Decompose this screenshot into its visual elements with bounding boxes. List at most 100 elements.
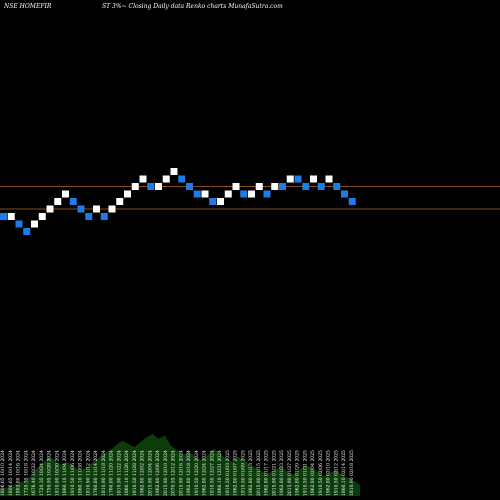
renko-brick-up: [255, 183, 263, 190]
x-tick-label: 1860.10 02/14 2025: [341, 450, 347, 496]
x-tick-label: 1962.80 12/18 2024: [186, 450, 192, 496]
x-tick-label: 1910.50 12/20 2024: [194, 450, 200, 496]
renko-brick-down: [317, 183, 325, 190]
x-tick-label: 1962.80 02/04 2025: [310, 450, 316, 496]
renko-brick-down: [348, 198, 356, 205]
renko-brick-up: [325, 175, 333, 183]
renko-brick-up: [155, 183, 162, 190]
chart-header-right: ST 3%~ Closing Daily data Renko charts M…: [102, 3, 283, 10]
renko-brick-up: [217, 198, 224, 205]
x-tick-label: 1962.80 01/07 2025: [233, 450, 239, 496]
renko-brick-down: [263, 190, 271, 198]
x-tick-label: 1962.80 01/23 2025: [279, 450, 285, 496]
renko-brick-down: [341, 190, 348, 198]
x-tick-label: 1676.40 10/22 2024: [31, 450, 37, 496]
x-tick-labels: 1806.65 10/10 2024 1806.65 10/14 2024 1802…: [0, 450, 355, 496]
x-tick-label: 1962.80 01/13 2025: [248, 450, 254, 496]
x-tick-label: 2070.55 12/12 2024: [171, 450, 177, 496]
renko-brick-down: [186, 183, 193, 190]
x-tick-label: 1962.80 12/24 2024: [202, 450, 208, 496]
x-tick-label: 1806.65 10/14 2024: [8, 450, 14, 496]
x-tick-label: 1860.10 11/08 2024: [78, 450, 84, 496]
x-tick-label: 1759.95 10/28 2024: [47, 450, 53, 496]
x-tick-label: 2015.90 12/10 2024: [163, 450, 169, 496]
renko-brick-down: [294, 175, 302, 183]
renko-brick-up: [7, 213, 15, 220]
x-tick-label: 1860.10 12/31 2024: [217, 450, 223, 496]
renko-brick-up: [108, 205, 116, 213]
x-tick-label: 1962.80 12/02 2024: [140, 450, 146, 496]
x-tick-label: 2015.90 01/21 2025: [271, 450, 277, 496]
renko-brick-down: [193, 190, 201, 198]
renko-brick-down: [85, 213, 93, 220]
renko-brick-up: [124, 190, 131, 198]
renko-brick-down: [100, 213, 108, 220]
renko-brick-down: [77, 205, 85, 213]
renko-brick-down: [279, 183, 286, 190]
x-tick-label: 1760.80 11/20 2024: [109, 450, 115, 496]
x-tick-label: 1910.50 11/06 2024: [70, 450, 76, 496]
x-tick-label: 1910.50 02/06 2025: [318, 450, 324, 496]
renko-brick-up: [232, 183, 240, 190]
renko-brick-up: [131, 183, 139, 190]
x-tick-label: 1910.50 02/12 2025: [333, 450, 339, 496]
renko-brick-up: [31, 220, 38, 228]
x-tick-label: 2015.90 12/16 2024: [178, 450, 184, 496]
renko-bricks: [0, 168, 356, 235]
x-tick-label: 1860.10 11/04 2024: [62, 450, 68, 496]
chart-header-left: NSE HOMEFIR: [3, 3, 52, 10]
x-tick-label: 1962.80 12/06 2024: [155, 450, 161, 496]
x-tick-label: 1806.65 10/10 2024: [0, 450, 6, 496]
renko-brick-down: [15, 220, 23, 228]
renko-brick-up: [116, 198, 124, 205]
renko-brick-up: [93, 205, 100, 213]
x-tick-label: 1962.80 01/17 2025: [264, 450, 270, 496]
volume-area-path: [0, 434, 360, 496]
renko-brick-down: [178, 175, 186, 183]
renko-brick-up: [224, 190, 232, 198]
renko-brick-up: [62, 190, 69, 198]
renko-brick-down: [302, 183, 310, 190]
x-tick-label: 1910.50 01/09 2025: [240, 450, 246, 496]
renko-brick-up: [286, 175, 294, 183]
x-tick-label: 1910.50 01/03 2025: [225, 450, 231, 496]
x-tick-label: 1860.10 11/26 2024: [124, 450, 130, 496]
x-tick-label: 1962.80 01/29 2025: [295, 450, 301, 496]
renko-brick-down: [0, 213, 7, 220]
renko-brick-up: [46, 205, 54, 213]
x-tick-label: 1810.90 11/22 2024: [116, 450, 122, 496]
x-tick-label: 2015.90 12/04 2024: [147, 450, 153, 496]
renko-brick-down: [69, 198, 77, 205]
x-tick-label: 1810.90 02/18 2025: [349, 450, 355, 496]
renko-brick-down: [333, 183, 341, 190]
renko-brick-down: [209, 198, 217, 205]
x-tick-label: 2015.90 01/27 2025: [287, 450, 293, 496]
renko-brick-up: [170, 168, 178, 175]
renko-brick-up: [162, 175, 170, 183]
x-tick-label: 1910.50 12/27 2024: [209, 450, 215, 496]
renko-brick-up: [139, 175, 147, 183]
x-tick-label: 1962.80 02/10 2025: [326, 450, 332, 496]
x-tick-label: 2015.90 01/15 2025: [256, 450, 262, 496]
x-tick-label: 1910.50 01/31 2025: [302, 450, 308, 496]
renko-brick-down: [147, 183, 155, 190]
renko-brick-down: [240, 190, 248, 198]
volume-area: [0, 434, 360, 496]
x-tick-label: 1810.90 11/18 2024: [101, 450, 107, 496]
renko-brick-up: [54, 198, 62, 205]
renko-brick-up: [271, 183, 279, 190]
x-tick-label: 1810.90 11/12 2024: [85, 450, 91, 496]
x-tick-label: 1720.35 10/18 2024: [23, 450, 29, 496]
renko-brick-up: [248, 190, 255, 198]
renko-brick-up: [310, 175, 317, 183]
x-tick-label: 1760.80 11/14 2024: [93, 450, 99, 496]
renko-brick-up: [201, 190, 209, 198]
renko-brick-up: [38, 213, 46, 220]
x-tick-label: 1802.80 10/16 2024: [16, 450, 22, 496]
x-tick-label: 1810.90 10/30 2024: [54, 450, 60, 496]
x-tick-label: 1910.50 11/28 2024: [132, 450, 138, 496]
renko-brick-down: [23, 228, 31, 235]
level-lines: [0, 186, 500, 210]
